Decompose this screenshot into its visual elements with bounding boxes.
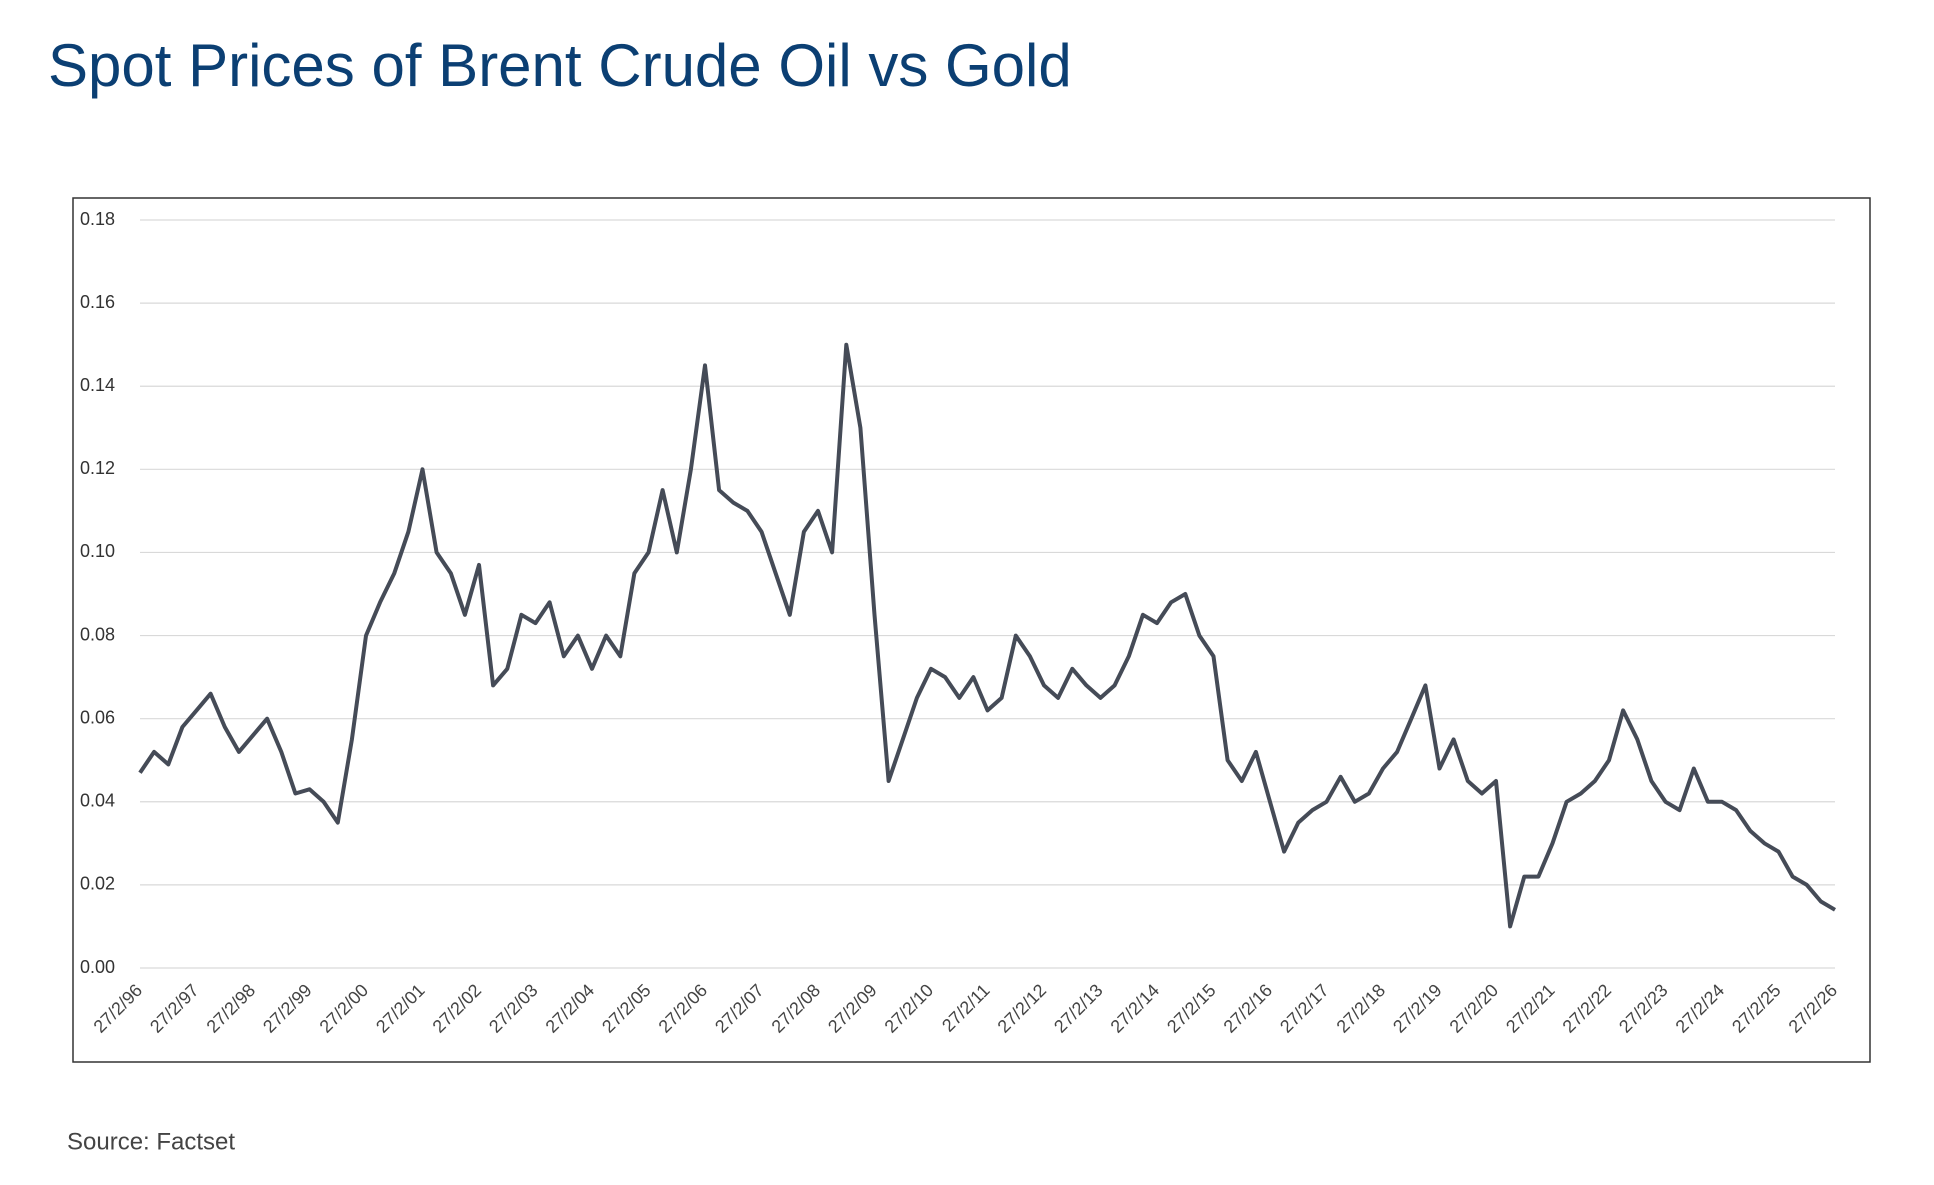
x-tick-label: 27/2/06 — [655, 980, 712, 1037]
x-tick-label: 27/2/21 — [1502, 980, 1559, 1037]
x-tick-label: 27/2/26 — [1785, 980, 1842, 1037]
y-tick-label: 0.04 — [80, 791, 115, 811]
x-tick-label: 27/2/22 — [1559, 980, 1616, 1037]
x-tick-label: 27/2/05 — [598, 980, 655, 1037]
x-tick-label: 27/2/02 — [429, 980, 486, 1037]
x-tick-label: 27/2/10 — [881, 980, 938, 1037]
x-tick-label: 27/2/01 — [372, 980, 429, 1037]
x-tick-label: 27/2/99 — [259, 980, 316, 1037]
x-tick-label: 27/2/96 — [90, 980, 147, 1037]
source-note: Source: Factset — [67, 1128, 235, 1155]
x-tick-label: 27/2/13 — [1050, 980, 1107, 1037]
x-tick-label: 27/2/08 — [768, 980, 825, 1037]
x-tick-label: 27/2/25 — [1728, 980, 1785, 1037]
x-tick-label: 27/2/12 — [994, 980, 1051, 1037]
y-tick-label: 0.08 — [80, 624, 115, 644]
x-tick-label: 27/2/00 — [316, 980, 373, 1037]
x-tick-label: 27/2/97 — [146, 980, 203, 1037]
chart-title: Spot Prices of Brent Crude Oil vs Gold — [48, 32, 1072, 99]
x-tick-label: 27/2/04 — [542, 980, 599, 1037]
y-tick-label: 0.02 — [80, 874, 115, 894]
chart-frame — [72, 197, 1871, 1063]
x-tick-label: 27/2/11 — [938, 980, 994, 1036]
y-tick-label: 0.00 — [80, 957, 115, 977]
y-tick-label: 0.16 — [80, 292, 115, 312]
x-tick-label: 27/2/24 — [1672, 980, 1729, 1037]
x-tick-label: 27/2/19 — [1389, 980, 1446, 1037]
x-tick-label: 27/2/18 — [1333, 980, 1390, 1037]
x-tick-label: 27/2/03 — [485, 980, 542, 1037]
y-tick-label: 0.18 — [80, 209, 115, 229]
x-tick-label: 27/2/16 — [1220, 980, 1277, 1037]
x-tick-label: 27/2/17 — [1276, 980, 1333, 1037]
y-tick-label: 0.12 — [80, 458, 115, 478]
x-tick-label: 27/2/14 — [1107, 980, 1164, 1037]
x-tick-label: 27/2/15 — [1163, 980, 1220, 1037]
x-tick-label: 27/2/07 — [711, 980, 768, 1037]
x-tick-label: 27/2/20 — [1446, 980, 1503, 1037]
y-tick-label: 0.06 — [80, 707, 115, 727]
x-tick-label: 27/2/09 — [824, 980, 881, 1037]
x-tick-label: 27/2/23 — [1615, 980, 1672, 1037]
x-tick-label: 27/2/98 — [203, 980, 260, 1037]
data-line — [138, 342, 1837, 929]
y-tick-label: 0.10 — [80, 541, 115, 561]
y-tick-label: 0.14 — [80, 375, 115, 395]
